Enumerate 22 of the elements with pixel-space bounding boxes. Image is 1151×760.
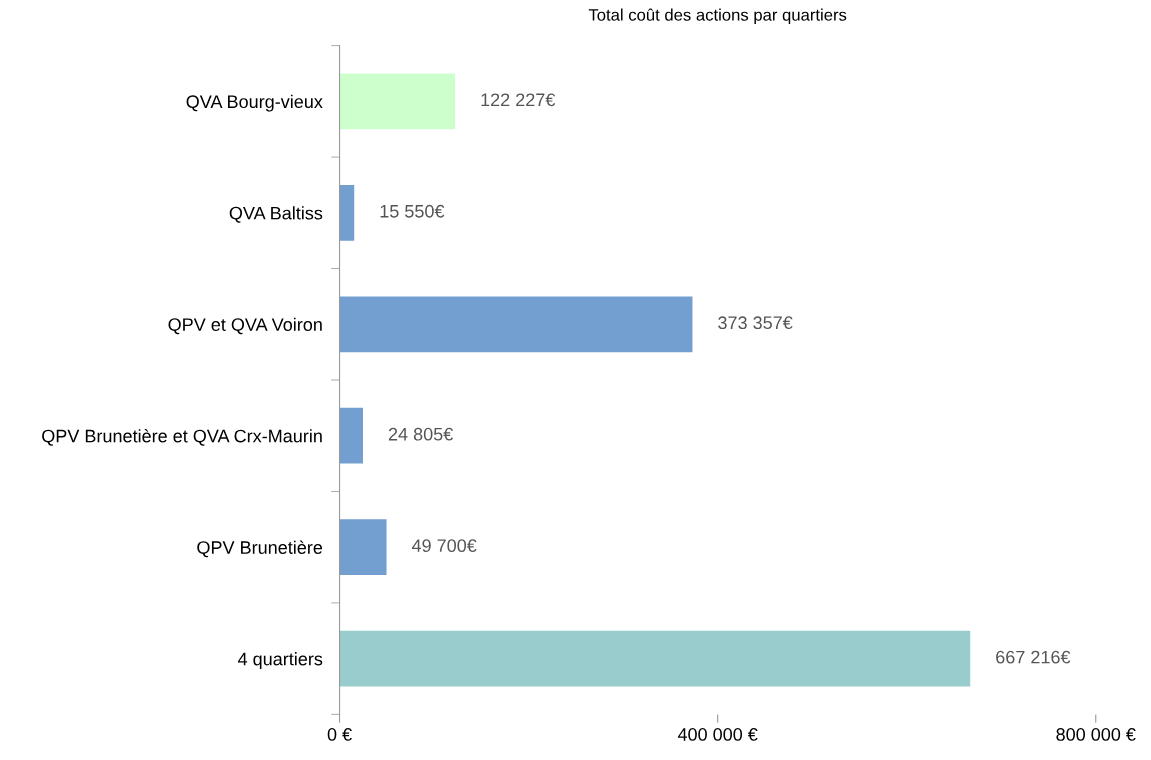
- x-tick-label: 0 €: [327, 728, 352, 741]
- y-tick-label: QVA Bourg-vieux: [186, 94, 323, 112]
- y-tick-label: 4 quartiers: [237, 652, 323, 669]
- data-label: 373 357€: [718, 316, 793, 330]
- data-label: 24 805€: [388, 427, 453, 441]
- bar: [339, 184, 355, 241]
- data-label: 122 227€: [481, 93, 556, 107]
- chart-title: Total coût des actions par quartiers: [588, 8, 847, 25]
- data-label: 49 700€: [411, 539, 477, 553]
- x-tick-label: 400 000 €: [677, 728, 758, 741]
- bar: [339, 519, 387, 576]
- x-tick-label: 800 000 €: [1056, 728, 1136, 741]
- bar: [339, 296, 693, 353]
- y-tick-label: QVA Baltiss: [229, 206, 323, 223]
- data-label: 15 550€: [380, 204, 445, 218]
- bar: [339, 73, 456, 130]
- y-tick-label: QPV Brunetière et QVA Crx-Maurin: [42, 428, 322, 446]
- y-tick-label: QPV Brunetière: [197, 540, 323, 558]
- bar: [339, 630, 971, 687]
- y-tick-label: QPV et QVA Voiron: [168, 317, 322, 335]
- data-label: 667 216€: [996, 650, 1071, 664]
- bar: [339, 407, 363, 464]
